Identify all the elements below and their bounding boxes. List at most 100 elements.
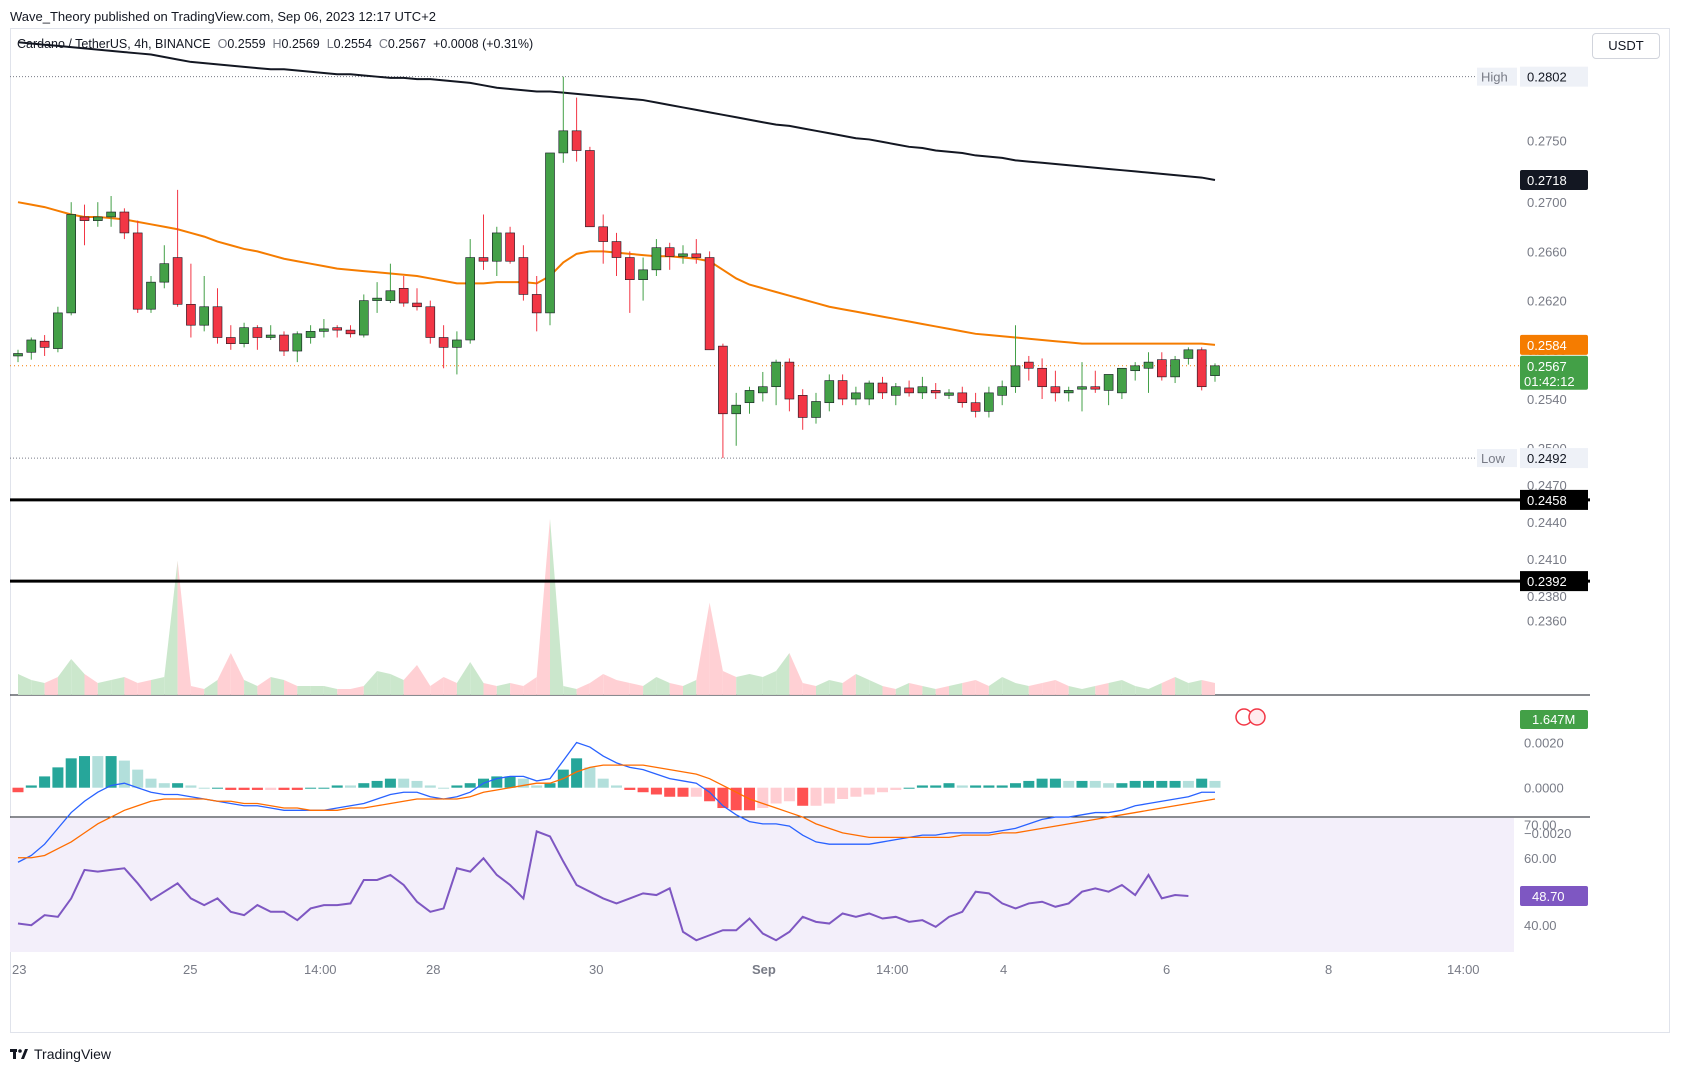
macd-histogram-bar [318, 787, 330, 789]
volume-area-segment [683, 680, 697, 695]
candle-body [531, 294, 542, 314]
price-tick-label: 0.2750 [1527, 134, 1567, 149]
macd-histogram-bar [291, 787, 303, 790]
candle-body [265, 334, 276, 338]
macd-histogram-bar [464, 783, 476, 788]
price-tag-bg [1520, 170, 1588, 191]
candle-body [797, 395, 808, 418]
volume-area-segment [1108, 680, 1122, 695]
candle-body [66, 214, 76, 314]
macd-tick-label: −0.0020 [1524, 826, 1571, 841]
candle-body [332, 327, 343, 331]
low-value: 0.2554 [333, 37, 372, 51]
candle-body [1090, 386, 1101, 390]
macd-histogram-bar [584, 767, 596, 788]
candle-body [851, 392, 861, 400]
macd-histogram-bar [1049, 778, 1061, 788]
price-tick-label: 0.2380 [1527, 589, 1567, 604]
time-tick-label: 6 [1163, 962, 1170, 977]
macd-histogram-bar [757, 787, 769, 809]
volume-area-segment [709, 602, 723, 695]
volume-area-segment [204, 680, 218, 695]
macd-histogram-bar [79, 756, 90, 788]
macd-histogram-bar [158, 783, 170, 788]
candle-body [811, 401, 821, 418]
volume-area-segment [949, 683, 963, 695]
volume-area-segment [576, 683, 590, 695]
candle-body [585, 150, 595, 228]
candle-body [106, 211, 116, 218]
macd-histogram-bar [571, 758, 583, 788]
macd-histogram-bar [305, 787, 317, 789]
rsi-tick-label: 60.00 [1524, 851, 1557, 866]
macd-histogram-bar [238, 787, 250, 790]
price-tick-label: 0.2470 [1527, 478, 1567, 493]
macd-histogram-bar [1196, 778, 1208, 788]
volume-area-segment [855, 674, 870, 695]
price-tick-label: 0.2540 [1527, 392, 1567, 407]
macd-histogram-bar [916, 785, 928, 788]
candle-body [398, 287, 409, 304]
open-value: 0.2559 [227, 37, 266, 51]
volume-area-segment [842, 674, 856, 695]
volume-area-segment [789, 653, 803, 695]
macd-histogram-bar [730, 787, 742, 811]
volume-area-segment [190, 686, 205, 695]
candle-body [505, 232, 515, 262]
level-value: 0.2802 [1527, 70, 1567, 85]
volume-area-segment [363, 671, 378, 695]
macd-histogram-bar [770, 787, 782, 804]
volume-area-segment [550, 518, 564, 695]
time-tick-label: Sep [752, 962, 776, 977]
candle-body [771, 361, 781, 388]
level-value: 0.2392 [1527, 574, 1567, 589]
volume-area-segment [510, 683, 524, 695]
volume-area-segment [31, 680, 45, 695]
candle-body [491, 232, 502, 262]
volume-area-segment [57, 659, 72, 695]
volume-area-segment [696, 602, 710, 695]
candle-body [26, 339, 37, 353]
candle-body [146, 281, 156, 310]
candle-body [545, 152, 555, 314]
volume-area-segment [323, 686, 338, 695]
macd-histogram-bar [637, 787, 649, 793]
volume-area-segment [523, 677, 537, 695]
macd-histogram-bar [810, 787, 822, 806]
macd-histogram-bar [1156, 780, 1168, 788]
macd-histogram-bar [664, 787, 676, 797]
time-tick-label: 28 [426, 962, 440, 977]
volume-area-segment [722, 671, 737, 695]
price-tick-label: 0.2440 [1527, 515, 1567, 530]
macd-histogram-bar [890, 787, 902, 790]
volume-area-segment [1028, 683, 1043, 695]
candle-body [305, 331, 316, 338]
volume-area-segment [922, 686, 936, 695]
macd-histogram-bar [105, 756, 117, 788]
candle-body [664, 247, 675, 257]
volume-area-segment [749, 674, 763, 695]
symbol-legend: Cardano / TetherUS, 4h, BINANCE O0.2559 … [17, 37, 533, 51]
macd-histogram-bar [611, 785, 622, 788]
macd-histogram-bar [1103, 783, 1115, 788]
candle-body [824, 380, 835, 404]
volume-area-segment [802, 683, 816, 695]
candle-body [412, 302, 422, 308]
macd-histogram-bar [863, 787, 875, 795]
candle-body [239, 327, 249, 344]
macd-histogram-bar [411, 780, 423, 788]
macd-histogram-bar [1143, 780, 1154, 788]
volume-area-segment [124, 677, 138, 695]
macd-histogram-bar [278, 787, 290, 790]
level-label: Low [1481, 451, 1505, 466]
currency-selector[interactable]: USDT [1592, 33, 1660, 59]
candle-body [212, 306, 223, 338]
candle-body [571, 130, 582, 151]
volume-area-segment [536, 518, 550, 695]
volume-area-segment [456, 662, 471, 695]
macd-histogram-bar [677, 787, 689, 797]
candle-body [864, 382, 875, 400]
volume-area-segment [563, 686, 577, 695]
macd-histogram-bar [970, 785, 982, 788]
